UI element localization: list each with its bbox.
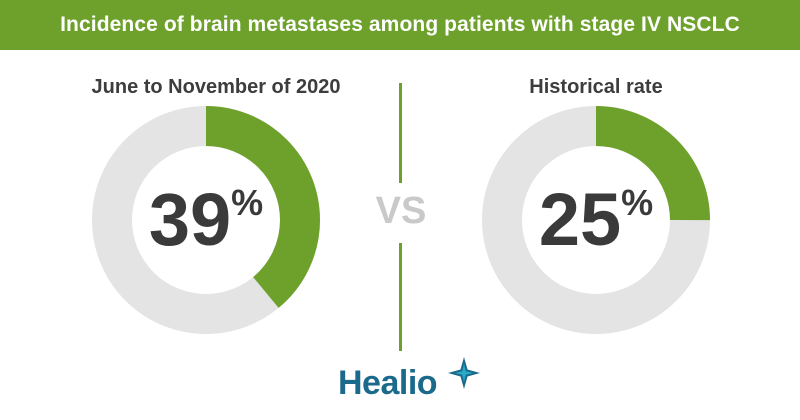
star-icon xyxy=(448,357,480,389)
value-number: 25 xyxy=(539,178,621,261)
logo-wordmark: Healio xyxy=(338,364,438,402)
divider-line-bottom xyxy=(399,243,402,351)
donut-value-label: 39% xyxy=(149,178,263,261)
healio-logo: Healio xyxy=(335,356,485,410)
donut-value-slice xyxy=(92,106,320,334)
left-donut-chart: 39% xyxy=(92,106,320,334)
chart-title: Incidence of brain metastases among pati… xyxy=(60,13,740,36)
value-unit: % xyxy=(231,182,263,223)
left-panel-title: June to November of 2020 xyxy=(91,76,341,98)
donut-value-slice xyxy=(482,106,710,334)
right-panel-title: Historical rate xyxy=(529,76,663,98)
donut-value-label: 25% xyxy=(539,178,653,261)
value-number: 39 xyxy=(149,178,231,261)
right-donut-chart: 25% xyxy=(482,106,710,334)
vs-label: VS xyxy=(375,190,427,232)
divider-line-top xyxy=(399,83,402,183)
header-banner: Incidence of brain metastases among pati… xyxy=(0,0,800,50)
value-unit: % xyxy=(621,182,653,223)
